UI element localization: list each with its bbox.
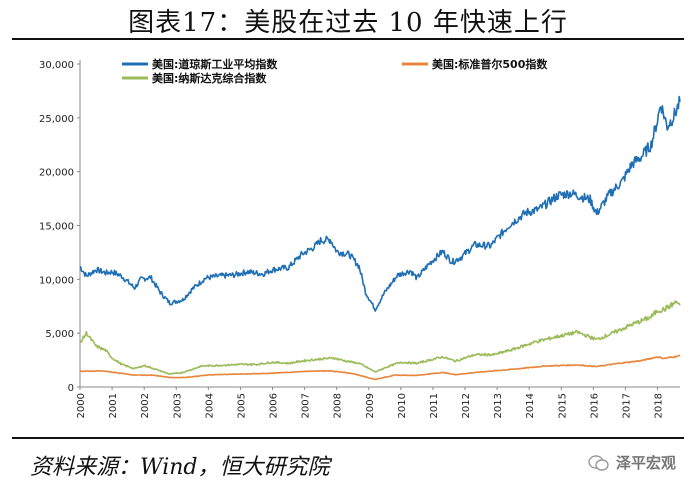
x-tick-label: 2003 <box>172 393 183 418</box>
x-tick-label: 2000 <box>76 393 87 418</box>
series-line-1 <box>79 95 681 312</box>
x-tick-label: 2013 <box>493 393 504 418</box>
wechat-icon <box>588 454 609 471</box>
x-tick-label: 2018 <box>654 393 665 418</box>
x-tick-label: 2007 <box>301 393 312 418</box>
watermark-text: 泽平宏观 <box>615 454 676 472</box>
x-tick-label: 2001 <box>108 393 119 418</box>
y-tick-label: 5,000 <box>45 329 74 340</box>
x-tick-label: 2017 <box>621 393 632 418</box>
y-tick-label: 15,000 <box>39 222 74 233</box>
legend-label-2: 美国:标准普尔500指数 <box>432 57 548 71</box>
y-tick-label: 30,000 <box>39 60 74 71</box>
legend-label-1: 美国:道琼斯工业平均指数 <box>152 57 278 71</box>
top-rule <box>12 38 684 40</box>
legend-label-3: 美国:纳斯达克综合指数 <box>152 71 267 85</box>
x-tick-label: 2015 <box>557 393 568 418</box>
series-line-2 <box>79 354 681 381</box>
x-tick-label: 2011 <box>429 393 440 418</box>
watermark: 泽平宏观 <box>588 452 676 473</box>
y-tick-label: 25,000 <box>39 114 74 125</box>
x-tick-label: 2012 <box>461 393 472 418</box>
x-tick-label: 2016 <box>589 393 600 418</box>
x-tick-label: 2010 <box>397 393 408 418</box>
y-tick-label: 0 <box>68 383 74 394</box>
source-note: 资料来源：Wind，恒大研究院 <box>30 455 330 480</box>
line-chart: 0 5,000 10,000 15,000 20,000 25,000 30,000 2000… <box>39 57 681 418</box>
x-tick-label: 2008 <box>333 393 344 418</box>
axis-layer: 0 5,000 10,000 15,000 20,000 25,000 30,000 2000… <box>39 60 680 418</box>
x-tick-label: 2002 <box>140 393 151 418</box>
x-tick-label: 2005 <box>236 393 247 418</box>
x-tick-label: 2014 <box>525 393 536 418</box>
bottom-rule <box>12 437 684 439</box>
x-tick-label: 2009 <box>365 393 376 418</box>
figure-title: 图表17：美股在过去 10 年快速上行 <box>128 8 568 38</box>
y-tick-label: 20,000 <box>39 168 74 179</box>
series-layer <box>79 95 681 381</box>
series-line-3 <box>79 300 681 375</box>
y-tick-label: 10,000 <box>39 275 74 286</box>
x-tick-label: 2004 <box>204 393 215 418</box>
x-tick-label: 2006 <box>269 393 280 418</box>
